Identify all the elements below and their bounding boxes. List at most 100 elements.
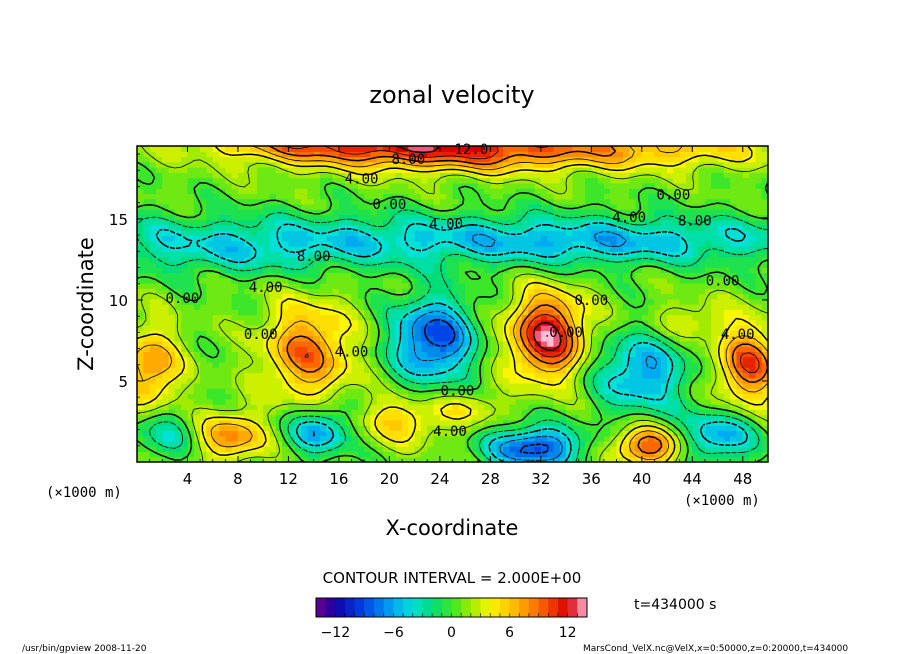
field-cell — [673, 440, 681, 447]
field-cell — [547, 298, 555, 305]
field-cell — [477, 277, 485, 284]
field-cell — [269, 209, 277, 216]
field-cell — [326, 261, 334, 268]
field-cell — [490, 393, 498, 400]
field-cell — [559, 251, 567, 258]
field-cell — [660, 330, 668, 337]
field-cell — [338, 209, 346, 216]
field-cell — [723, 356, 731, 363]
field-cell — [515, 198, 523, 205]
field-cell — [553, 351, 561, 358]
field-cell — [591, 414, 599, 421]
field-cell — [465, 219, 473, 226]
field-cell — [629, 272, 637, 279]
field-cell — [244, 361, 252, 368]
field-cell — [578, 398, 586, 405]
field-cell — [572, 272, 580, 279]
field-cell — [502, 304, 510, 310]
field-cell — [616, 351, 624, 358]
field-cell — [490, 388, 498, 395]
field-cell — [137, 356, 144, 363]
field-cell — [420, 398, 428, 405]
field-cell — [502, 282, 510, 289]
field-cell — [155, 351, 163, 358]
field-cell — [660, 319, 668, 326]
field-cell — [256, 309, 264, 316]
field-cell — [534, 309, 542, 316]
field-cell — [629, 330, 637, 337]
field-cell — [692, 267, 700, 273]
field-cell — [673, 293, 681, 300]
field-cell — [553, 309, 561, 316]
field-cell — [660, 246, 668, 252]
field-cell — [174, 377, 182, 384]
field-cell — [471, 198, 479, 205]
field-cell — [376, 209, 384, 216]
field-cell — [143, 435, 151, 442]
field-cell — [572, 298, 580, 305]
field-cell — [534, 325, 542, 331]
field-cell — [660, 446, 668, 453]
field-cell — [168, 330, 176, 337]
field-cell — [408, 198, 416, 205]
field-cell — [168, 372, 176, 379]
field-cell — [660, 304, 668, 310]
field-cell — [610, 451, 618, 458]
field-cell — [742, 346, 750, 352]
field-cell — [162, 404, 170, 410]
field-cell — [717, 398, 725, 405]
field-cell — [484, 388, 491, 395]
field-cell — [414, 293, 422, 300]
field-cell — [572, 230, 580, 237]
field-cell — [509, 414, 517, 421]
field-cell — [181, 372, 189, 379]
field-cell — [717, 219, 725, 226]
field-cell — [420, 414, 428, 421]
field-cell — [528, 314, 536, 321]
field-cell — [155, 256, 163, 263]
field-cell — [458, 335, 466, 342]
field-cell — [496, 261, 504, 268]
field-cell — [515, 440, 523, 447]
field-cell — [282, 282, 290, 289]
field-cell — [685, 261, 693, 268]
field-cell — [490, 235, 498, 242]
field-cell — [332, 446, 340, 453]
field-cell — [395, 267, 403, 273]
field-cell — [660, 214, 668, 221]
field-cell — [452, 256, 460, 263]
field-cell — [313, 330, 321, 337]
field-cell — [685, 214, 693, 221]
field-cell — [414, 277, 422, 284]
field-cell — [357, 219, 365, 226]
field-cell — [408, 261, 416, 268]
field-cell — [635, 293, 643, 300]
field-cell — [717, 298, 725, 305]
field-cell — [698, 383, 706, 389]
field-cell — [155, 240, 163, 247]
field-cell — [484, 435, 491, 442]
field-cell — [559, 351, 567, 358]
field-cell — [534, 414, 542, 421]
field-cell — [717, 351, 725, 358]
field-cell — [420, 435, 428, 442]
field-cell — [559, 440, 567, 447]
field-cell — [717, 372, 725, 379]
field-cell — [585, 346, 592, 352]
field-cell — [187, 419, 195, 426]
field-cell — [244, 256, 252, 263]
field-cell — [181, 393, 189, 400]
field-cell — [553, 235, 561, 242]
field-cell — [370, 293, 378, 300]
field-cell — [458, 235, 466, 242]
field-cell — [559, 219, 567, 226]
field-cell — [452, 246, 460, 252]
field-cell — [256, 277, 264, 284]
field-cell — [326, 414, 334, 421]
field-cell — [395, 256, 403, 263]
field-cell — [137, 304, 144, 310]
field-cell — [143, 440, 151, 447]
field-cell — [477, 209, 485, 216]
field-cell — [578, 377, 586, 384]
field-cell — [212, 440, 220, 447]
